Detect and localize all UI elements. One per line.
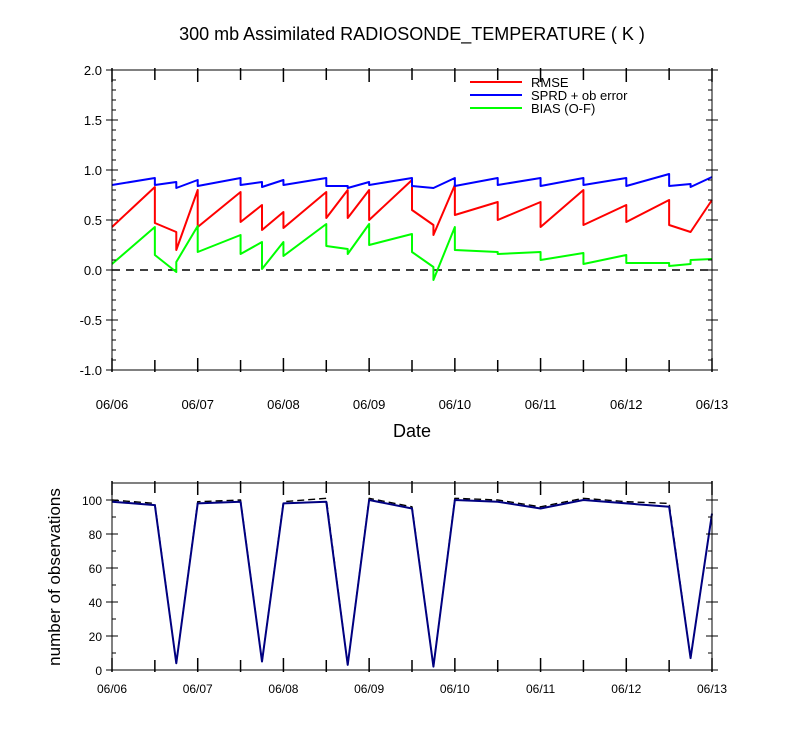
- legend-label-sprd-ob-error: SPRD + ob error: [531, 88, 628, 103]
- y-tick-label: 60: [89, 562, 103, 576]
- x-tick-label: 06/06: [97, 682, 127, 696]
- y-tick-label: 1.5: [84, 113, 102, 128]
- x-tick-label: 06/13: [697, 682, 727, 696]
- y-tick-label: 40: [89, 596, 103, 610]
- y-tick-label: 0: [95, 664, 102, 678]
- x-tick-label: 06/12: [611, 682, 641, 696]
- series-sprd-ob-error: [111, 173, 713, 189]
- x-tick-label: 06/12: [610, 397, 643, 412]
- series-obs-possible: [111, 497, 713, 668]
- x-tick-label: 06/08: [267, 397, 300, 412]
- y-tick-label: -1.0: [80, 363, 102, 378]
- x-tick-label: 06/10: [440, 682, 470, 696]
- y-axis-label: number of observations: [45, 488, 64, 666]
- y-tick-label: 20: [89, 630, 103, 644]
- x-tick-label: 06/08: [268, 682, 298, 696]
- y-tick-label: 0.0: [84, 263, 102, 278]
- x-tick-label: 06/10: [439, 397, 472, 412]
- x-tick-label: 06/09: [354, 682, 384, 696]
- y-tick-label: 0.5: [84, 213, 102, 228]
- bottom-chart: 0 20 40 60 80 100 06/06 06/07 06/08 06/09 06/10 06/…: [45, 481, 727, 696]
- top-plot-frame: [111, 69, 713, 371]
- series-bias-o-f: [111, 223, 713, 281]
- legend-label-rmse: RMSE: [531, 75, 569, 90]
- top-chart: 300 mb Assimilated RADIOSONDE_TEMPERATUR…: [80, 24, 729, 441]
- x-tick-label: 06/13: [696, 397, 729, 412]
- x-tick-label: 06/09: [353, 397, 386, 412]
- chart-title: 300 mb Assimilated RADIOSONDE_TEMPERATUR…: [179, 24, 645, 45]
- x-tick-label: 06/07: [183, 682, 213, 696]
- y-tick-label: 1.0: [84, 163, 102, 178]
- x-tick-label: 06/11: [526, 682, 555, 696]
- legend-label-bias-o-f: BIAS (O-F): [531, 101, 595, 116]
- x-axis-label: Date: [393, 421, 431, 441]
- x-tick-label: 06/06: [96, 397, 129, 412]
- x-tick-label: 06/07: [181, 397, 214, 412]
- y-tick-label: 100: [82, 494, 102, 508]
- y-tick-label: -0.5: [80, 313, 102, 328]
- series-obs-assimilated: [111, 499, 713, 668]
- x-tick-label: 06/11: [525, 397, 557, 412]
- y-tick-label: 2.0: [84, 63, 102, 78]
- y-tick-label: 80: [89, 528, 103, 542]
